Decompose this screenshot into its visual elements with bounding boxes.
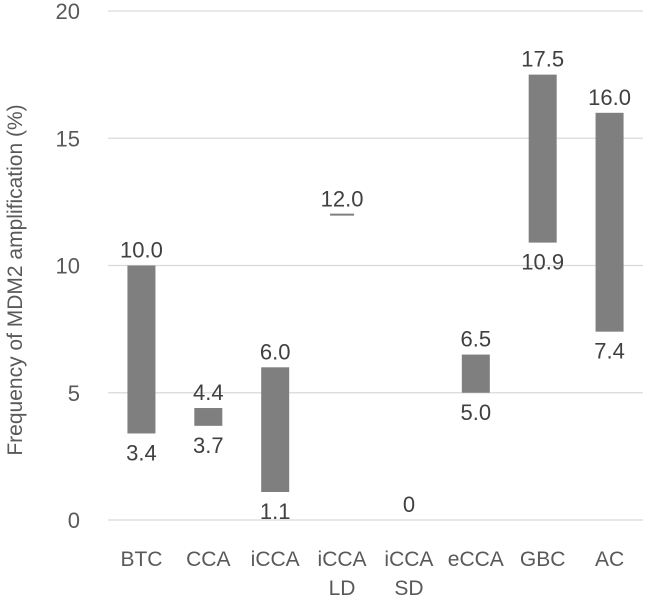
- range-bar: [528, 74, 557, 243]
- data-labels: 10.0 3.4 4.4 3.7 6.0 1.1 12.0 0 6.5 5.0 17.5 10.9 16…: [120, 47, 631, 524]
- x-axis-categories: BTC CCA iCCA iCCA LD iCCA SD eCCA GBC AC: [120, 548, 624, 600]
- range-bar: [194, 408, 223, 426]
- x-category-label: iCCA SD: [384, 548, 433, 600]
- high-value-label: 4.4: [193, 380, 224, 405]
- high-value-label: 16.0: [588, 85, 631, 110]
- low-value-label: 5.0: [461, 400, 492, 425]
- high-value-label: 6.0: [260, 339, 291, 364]
- range-bar: [261, 367, 290, 493]
- x-category-label: GBC: [520, 548, 566, 571]
- x-category-label: iCCA: [251, 548, 300, 571]
- range-bar: [595, 112, 624, 332]
- high-value-label: 0: [403, 492, 415, 517]
- y-tick-label: 5: [68, 381, 80, 406]
- y-tick-label: 15: [56, 126, 80, 151]
- range-bar: [127, 265, 156, 434]
- x-category-label: AC: [595, 548, 624, 571]
- x-category-label: iCCA LD: [318, 548, 367, 600]
- x-category-label: eCCA: [448, 548, 504, 571]
- high-value-label: 17.5: [521, 47, 564, 72]
- y-axis-title: Frequency of MDM2 amplification (%): [4, 104, 27, 455]
- y-axis-ticks: 0 5 10 15 20: [56, 0, 80, 533]
- low-value-label: 3.7: [193, 433, 224, 458]
- x-category-label: CCA: [186, 548, 230, 571]
- low-value-label: 1.1: [260, 499, 291, 524]
- low-value-label: 3.4: [126, 440, 157, 465]
- low-value-label: 7.4: [594, 339, 625, 364]
- high-value-label: 6.5: [461, 327, 492, 352]
- high-value-label: 10.0: [120, 238, 163, 263]
- high-value-label: 12.0: [321, 187, 364, 212]
- low-value-label: 10.9: [521, 250, 564, 275]
- y-tick-label: 10: [56, 254, 80, 279]
- y-tick-label: 20: [56, 0, 80, 24]
- x-category-label: BTC: [120, 548, 162, 571]
- y-tick-label: 0: [68, 508, 80, 533]
- bars: [127, 74, 624, 493]
- range-bar: [461, 354, 490, 393]
